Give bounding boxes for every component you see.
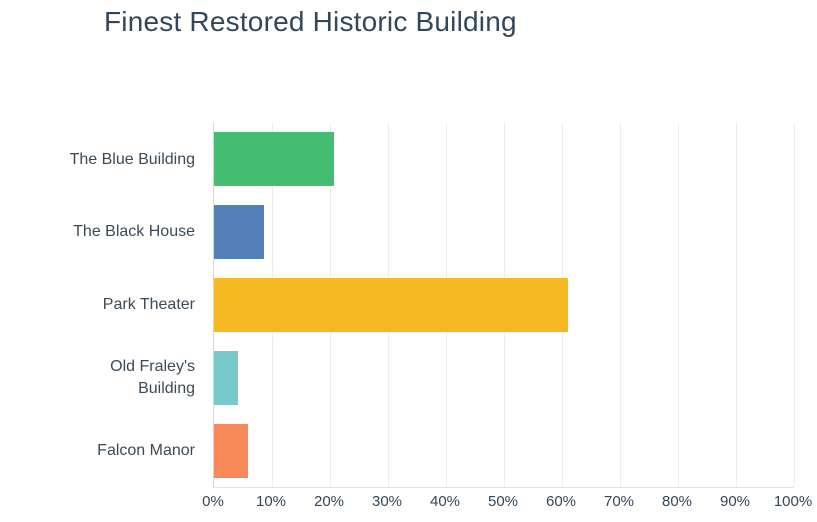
x-tick-label-90: 90% — [719, 493, 751, 510]
bar-2 — [214, 278, 568, 332]
category-labels: The Blue Building The Black House Park The… — [0, 123, 203, 487]
x-tick-label-100: 100% — [773, 493, 813, 510]
category-label-3: Old Fraley's Building — [110, 358, 195, 397]
x-tick-label-10: 10% — [255, 493, 287, 510]
gridline-90 — [736, 123, 737, 487]
x-tick-label-30: 30% — [371, 493, 403, 510]
bar-1 — [214, 205, 264, 260]
bar-4 — [214, 423, 249, 478]
x-tick-label-80: 80% — [661, 493, 693, 510]
plot-area — [213, 123, 795, 488]
x-tick-label-70: 70% — [603, 493, 635, 510]
bar-3 — [214, 350, 238, 405]
category-label-4: Falcon Manor — [97, 441, 195, 459]
gridline-70 — [620, 123, 621, 487]
category-label-1: The Black House — [73, 223, 195, 241]
gridline-100 — [794, 123, 795, 487]
x-tick-label-50: 50% — [487, 493, 519, 510]
gridline-80 — [678, 123, 679, 487]
x-tick-label-0: 0% — [202, 493, 224, 510]
x-tick-label-40: 40% — [429, 493, 461, 510]
chart-title: Finest Restored Historic Building — [104, 6, 517, 37]
category-label-0: The Blue Building — [69, 150, 195, 168]
bar-0 — [214, 132, 335, 187]
x-tick-label-20: 20% — [313, 493, 345, 510]
x-tick-label-60: 60% — [545, 493, 577, 510]
category-label-2: Park Theater — [102, 296, 195, 314]
x-axis: 0% 10% 20% 30% 40% 50% 60% 70% 80% 90% 100% — [202, 493, 812, 515]
